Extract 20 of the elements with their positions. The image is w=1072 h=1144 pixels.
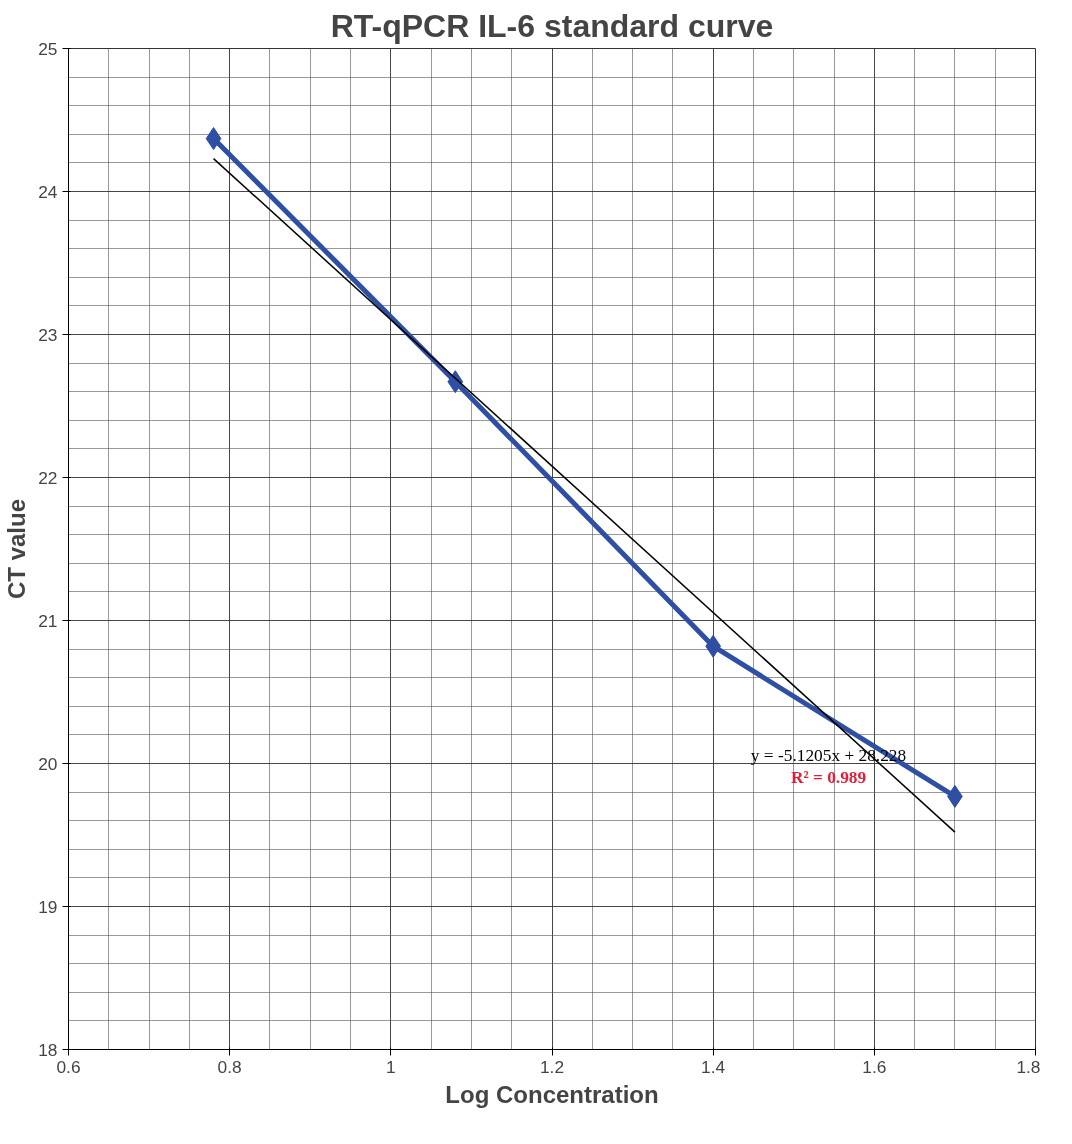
y-tick-label: 19 bbox=[38, 896, 58, 917]
x-tick-label: 1.8 bbox=[1016, 1056, 1041, 1077]
x-axis-title: Log Concentration bbox=[445, 1080, 659, 1108]
x-tick-label: 1 bbox=[386, 1056, 396, 1077]
x-tick-label: 1.6 bbox=[862, 1056, 887, 1077]
x-tick-label: 1.2 bbox=[539, 1056, 565, 1077]
y-tick-label: 25 bbox=[38, 38, 58, 59]
y-axis-title: CT value bbox=[3, 498, 31, 600]
y-tick-label: 18 bbox=[38, 1039, 58, 1060]
x-tick-label: 0.6 bbox=[56, 1056, 81, 1077]
y-tick-label: 20 bbox=[38, 753, 58, 774]
x-tick-label: 0.8 bbox=[217, 1056, 242, 1077]
point bbox=[205, 127, 222, 151]
y-tick-label: 24 bbox=[38, 181, 58, 202]
y-tick-label: 23 bbox=[38, 324, 58, 345]
chart-title: RT-qPCR IL-6 standard curve bbox=[330, 7, 774, 44]
y-tick-label: 21 bbox=[38, 610, 58, 631]
x-tick-label: 1.4 bbox=[701, 1056, 726, 1077]
y-tick-label: 22 bbox=[38, 467, 58, 488]
annotation: R² = 0.989 bbox=[790, 767, 867, 787]
